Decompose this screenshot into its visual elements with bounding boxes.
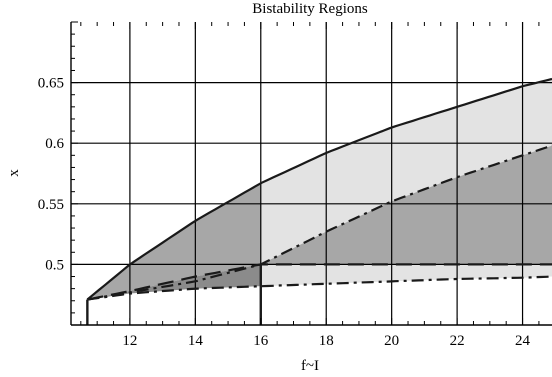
plot-frame [70, 22, 552, 326]
curve-2 [87, 144, 552, 301]
x-tick-label: 22 [450, 333, 465, 349]
y-tick-labels: 0.5 0.55 0.6 0.65 [38, 76, 65, 274]
dark-region-left [87, 183, 261, 300]
shaded-regions [87, 79, 552, 300]
y-axis-label: x [6, 169, 22, 177]
x-tick-label: 20 [384, 333, 399, 349]
y-tick-label: 0.6 [45, 136, 64, 152]
curve-3 [87, 263, 552, 301]
curve-1 [86, 77, 552, 301]
chart-title: Bistability Regions [252, 1, 368, 17]
x-tick-label: 12 [122, 333, 137, 349]
curve-4 [87, 275, 552, 301]
x-tick-label: 18 [319, 333, 334, 349]
light-region-upper [260, 79, 552, 265]
tick-marks [71, 21, 540, 325]
x-axis-label: f~I [301, 358, 319, 374]
x-tick-label: 14 [188, 333, 204, 349]
y-tick-label: 0.65 [38, 76, 64, 92]
dark-region-right [260, 145, 552, 265]
y-tick-label: 0.5 [45, 257, 64, 273]
x-tick-label: 24 [515, 333, 531, 349]
curves [86, 77, 552, 325]
x-tick-labels: 12 14 16 18 20 22 24 [122, 333, 530, 349]
grid-lines [71, 22, 552, 325]
light-region-lower [260, 264, 552, 287]
y-tick-label: 0.55 [38, 197, 64, 213]
x-tick-label: 16 [253, 333, 269, 349]
